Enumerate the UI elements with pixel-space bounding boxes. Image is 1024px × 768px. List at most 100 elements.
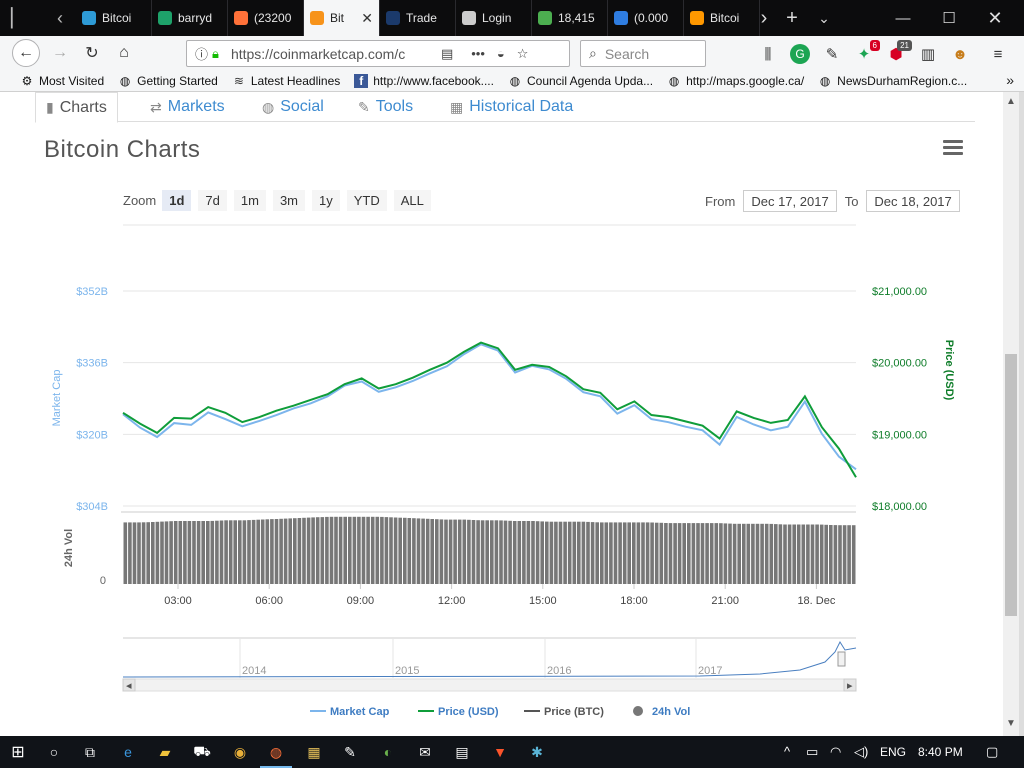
volume-bar[interactable] — [664, 523, 668, 584]
volume-bar[interactable] — [348, 516, 352, 584]
volume-bar[interactable] — [613, 522, 618, 584]
volume-bar[interactable] — [600, 522, 604, 584]
volume-bar[interactable] — [141, 522, 146, 584]
bookmarks-overflow-chevron-icon[interactable]: » — [1006, 72, 1014, 88]
task-view-icon[interactable]: ⧉ — [85, 743, 95, 760]
info-icon[interactable]: ⓘ — [195, 47, 209, 62]
volume-bar[interactable] — [641, 522, 645, 584]
volume-bar[interactable] — [297, 518, 302, 584]
browser-tab[interactable]: (23200 — [228, 0, 304, 36]
url-text[interactable]: https://coinmarketcap.com/c — [230, 45, 406, 62]
library-icon[interactable]: ⫼ — [764, 45, 772, 63]
volume-bar[interactable] — [366, 516, 370, 584]
volume-bar[interactable] — [315, 517, 320, 584]
zoom-3m-button[interactable]: 3m — [272, 190, 305, 211]
volume-bar[interactable] — [764, 523, 769, 584]
volume-bar[interactable] — [723, 523, 728, 584]
back-button[interactable]: ← — [12, 39, 40, 67]
volume-bar[interactable] — [192, 521, 196, 584]
navigator-scroll-right-button[interactable] — [843, 678, 857, 692]
volume-bar[interactable] — [783, 524, 787, 585]
volume-bar[interactable] — [833, 525, 838, 584]
price-chart[interactable]: $352B $21,000.00 $336B $20,000.00 $320B $19,0… — [0, 92, 1003, 736]
scroll-thumb[interactable] — [1005, 354, 1017, 616]
browser-tab[interactable]: Bit ✕ — [304, 0, 380, 36]
volume-bar[interactable] — [352, 516, 357, 584]
volume-bar[interactable] — [421, 518, 425, 584]
volume-bar[interactable] — [650, 522, 654, 585]
volume-bar[interactable] — [151, 522, 155, 584]
clock[interactable]: 8:40 PM — [918, 745, 963, 759]
volume-bar[interactable] — [164, 521, 169, 584]
volume-bar[interactable] — [279, 518, 283, 584]
navigator-area[interactable] — [123, 638, 856, 678]
price-usd-line[interactable] — [122, 341, 857, 478]
extension-icon[interactable]: ✦ 6 — [854, 40, 880, 64]
browser-tab[interactable]: Trade — [380, 0, 456, 36]
volume-bar[interactable] — [535, 521, 540, 584]
maps-icon[interactable]: ◐ — [383, 744, 393, 760]
volume-bar[interactable] — [577, 521, 581, 584]
volume-bar[interactable] — [815, 524, 819, 585]
volume-bar[interactable] — [183, 521, 187, 584]
zoom-all-button[interactable]: ALL — [393, 190, 431, 211]
volume-bar[interactable] — [549, 521, 554, 584]
volume-bar[interactable] — [522, 521, 526, 584]
volume-bar[interactable] — [595, 522, 599, 584]
navigator-handle[interactable] — [837, 651, 846, 667]
volume-bar[interactable] — [480, 520, 485, 584]
volume-bar[interactable] — [792, 524, 796, 585]
action-center-icon[interactable]: ▢ — [986, 744, 999, 759]
adblock-icon[interactable]: ⬢ 21 — [886, 40, 912, 64]
volume-bar[interactable] — [677, 523, 682, 584]
volume-bar[interactable] — [627, 522, 631, 584]
volume-bar[interactable] — [384, 517, 389, 584]
volume-bar[interactable] — [247, 520, 251, 584]
file-explorer-icon[interactable]: ▰ — [159, 743, 171, 760]
volume-bar[interactable] — [554, 521, 558, 584]
volume-bar[interactable] — [508, 520, 512, 584]
volume-bar[interactable] — [499, 520, 503, 584]
browser-tab[interactable]: Login — [456, 0, 532, 36]
monkey-icon[interactable]: ☻ — [952, 45, 968, 63]
volume-bar[interactable] — [769, 523, 774, 584]
volume-bar[interactable] — [609, 522, 613, 584]
firefox-icon[interactable]: ◍ — [269, 743, 283, 760]
volume-bar[interactable] — [412, 518, 416, 584]
volume-bar[interactable] — [444, 519, 448, 584]
zoom-ytd-button[interactable]: YTD — [346, 190, 387, 211]
pocket-icon[interactable]: ◒ — [496, 46, 505, 61]
volume-bar[interactable] — [201, 521, 205, 584]
volume-bar[interactable] — [526, 521, 531, 584]
volume-bar[interactable] — [517, 521, 522, 584]
volume-bar[interactable] — [682, 523, 686, 584]
browser-tab[interactable]: Bitcoi — [76, 0, 152, 36]
chrome-icon[interactable]: ◉ — [233, 743, 247, 760]
volume-bar[interactable] — [645, 522, 650, 584]
volume-bar[interactable] — [847, 525, 851, 584]
volume-bar[interactable] — [453, 519, 457, 584]
app-icon[interactable]: ✱ — [531, 743, 543, 760]
maximize-window-button[interactable]: ☐ — [942, 10, 956, 27]
forward-button[interactable]: → — [52, 44, 68, 61]
wifi-icon[interactable]: ◠ — [830, 744, 842, 759]
volume-bar[interactable] — [732, 523, 737, 584]
volume-bar[interactable] — [439, 519, 444, 584]
volume-bar[interactable] — [325, 516, 329, 584]
volume-bar[interactable] — [302, 517, 306, 584]
volume-bar[interactable] — [274, 519, 279, 584]
sidebar-icon[interactable]: ▥ — [920, 46, 936, 63]
browser-tab[interactable]: 18,415 — [532, 0, 608, 36]
volume-bar[interactable] — [242, 520, 247, 584]
tab-scroll-right-button[interactable]: › — [760, 6, 768, 29]
volume-bar[interactable] — [128, 522, 132, 584]
volume-bar[interactable] — [462, 519, 467, 584]
volume-bar[interactable] — [283, 518, 288, 584]
volume-icon[interactable]: ◁) — [854, 744, 869, 759]
volume-bar[interactable] — [586, 521, 590, 584]
page-actions-icon[interactable]: ••• — [471, 46, 485, 61]
hamburger-menu-icon[interactable]: ≡ — [993, 45, 1003, 63]
subtab-markets[interactable]: ⇄ Markets — [150, 92, 225, 122]
volume-bar[interactable] — [389, 517, 393, 584]
volume-bar[interactable] — [668, 523, 673, 584]
